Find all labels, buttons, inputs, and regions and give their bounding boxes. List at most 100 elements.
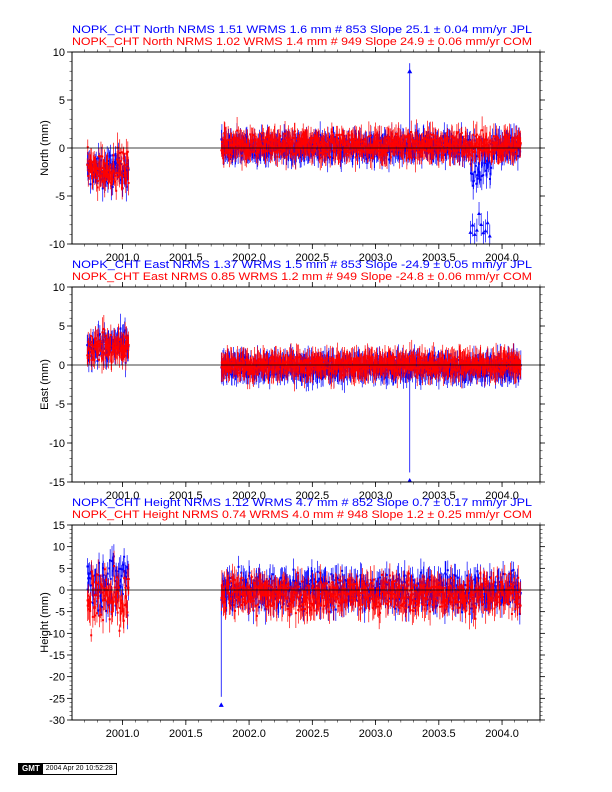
data-point: [317, 366, 320, 369]
data-point: [96, 341, 99, 344]
data-point: [268, 138, 271, 141]
data-point: [119, 349, 122, 352]
data-point: [98, 358, 101, 361]
data-point: [266, 356, 269, 359]
data-point: [413, 145, 416, 148]
data-point: [468, 141, 471, 144]
data-point: [293, 130, 296, 133]
data-point: [116, 164, 119, 167]
data-point: [107, 353, 110, 356]
data-point: [122, 169, 125, 172]
data-point: [466, 148, 469, 151]
data-point: [422, 135, 425, 138]
data-point: [250, 139, 253, 142]
data-point: [251, 371, 254, 374]
data-point: [94, 168, 97, 171]
data-point: [277, 140, 280, 143]
data-point: [268, 374, 271, 377]
data-point: [504, 136, 507, 139]
data-point: [115, 172, 118, 175]
data-point: [124, 354, 127, 357]
data-point: [409, 373, 412, 376]
data-point: [279, 355, 282, 358]
data-point: [108, 169, 111, 172]
data-point: [251, 140, 254, 143]
data-point: [345, 153, 348, 156]
data-point: [517, 376, 520, 379]
data-point: [96, 359, 99, 362]
data-point: [268, 366, 271, 369]
data-point: [442, 154, 445, 157]
data-point: [302, 133, 305, 136]
data-point: [243, 374, 246, 377]
data-point: [506, 370, 509, 373]
data-point: [378, 150, 381, 153]
data-point: [319, 133, 322, 136]
data-point: [370, 144, 373, 147]
data-point: [105, 344, 108, 347]
data-point: [454, 145, 457, 148]
data-point: [312, 357, 315, 360]
data-point: [430, 148, 433, 151]
data-point: [507, 148, 510, 151]
data-point: [407, 142, 410, 145]
data-point: [227, 142, 230, 145]
data-point: [493, 149, 496, 152]
data-point: [414, 156, 417, 159]
data-point: [241, 358, 244, 361]
data-point: [312, 141, 315, 144]
data-point: [244, 143, 247, 146]
data-point: [284, 142, 287, 145]
data-point: [463, 145, 466, 148]
data-point: [481, 230, 486, 235]
data-point: [377, 146, 380, 149]
data-point: [335, 139, 338, 142]
data-point: [393, 145, 396, 148]
data-point: [98, 345, 101, 348]
data-point: [279, 368, 282, 371]
data-point: [221, 366, 224, 369]
data-point: [116, 169, 119, 172]
data-point: [230, 355, 233, 358]
data-point: [100, 159, 103, 162]
data-point: [244, 356, 247, 359]
data-point: [241, 359, 244, 362]
data-point: [349, 149, 352, 152]
data-point: [402, 372, 405, 375]
data-point: [300, 139, 303, 142]
data-point: [442, 134, 445, 137]
data-point: [506, 142, 509, 145]
data-point: [478, 176, 481, 179]
data-point: [305, 139, 308, 142]
data-point: [357, 141, 360, 144]
data-point: [425, 150, 428, 153]
data-point: [103, 334, 106, 337]
data-point: [424, 148, 427, 151]
data-point: [294, 364, 297, 367]
data-point: [93, 345, 96, 348]
data-point: [284, 132, 287, 135]
data-point: [224, 140, 227, 143]
data-point: [127, 346, 130, 349]
data-point: [508, 134, 511, 137]
data-point: [99, 155, 102, 158]
data-point: [108, 345, 111, 348]
data-point: [256, 150, 259, 153]
data-point: [339, 145, 342, 148]
data-point: [495, 142, 498, 145]
y-tick-label: 5: [59, 95, 65, 107]
data-point: [510, 148, 513, 151]
data-point: [236, 366, 239, 369]
data-point: [220, 370, 223, 373]
data-point: [305, 371, 308, 374]
data-point: [489, 172, 492, 175]
data-point: [384, 144, 387, 147]
data-point: [282, 358, 285, 361]
data-point: [391, 147, 394, 150]
data-point: [111, 174, 114, 177]
data-point: [262, 136, 265, 139]
data-point: [420, 144, 423, 147]
data-point: [252, 150, 255, 153]
data-point: [494, 141, 497, 144]
data-point: [235, 367, 238, 370]
